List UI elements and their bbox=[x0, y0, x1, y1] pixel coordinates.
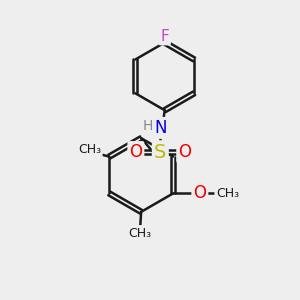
Text: CH₃: CH₃ bbox=[128, 226, 151, 239]
Text: CH₃: CH₃ bbox=[78, 143, 101, 156]
Text: O: O bbox=[193, 184, 206, 202]
Text: N: N bbox=[154, 119, 167, 137]
Text: F: F bbox=[160, 28, 169, 44]
Text: CH₃: CH₃ bbox=[216, 187, 239, 200]
Text: O: O bbox=[129, 143, 142, 161]
Text: H: H bbox=[143, 118, 153, 133]
Text: O: O bbox=[178, 143, 191, 161]
Text: S: S bbox=[154, 142, 167, 162]
